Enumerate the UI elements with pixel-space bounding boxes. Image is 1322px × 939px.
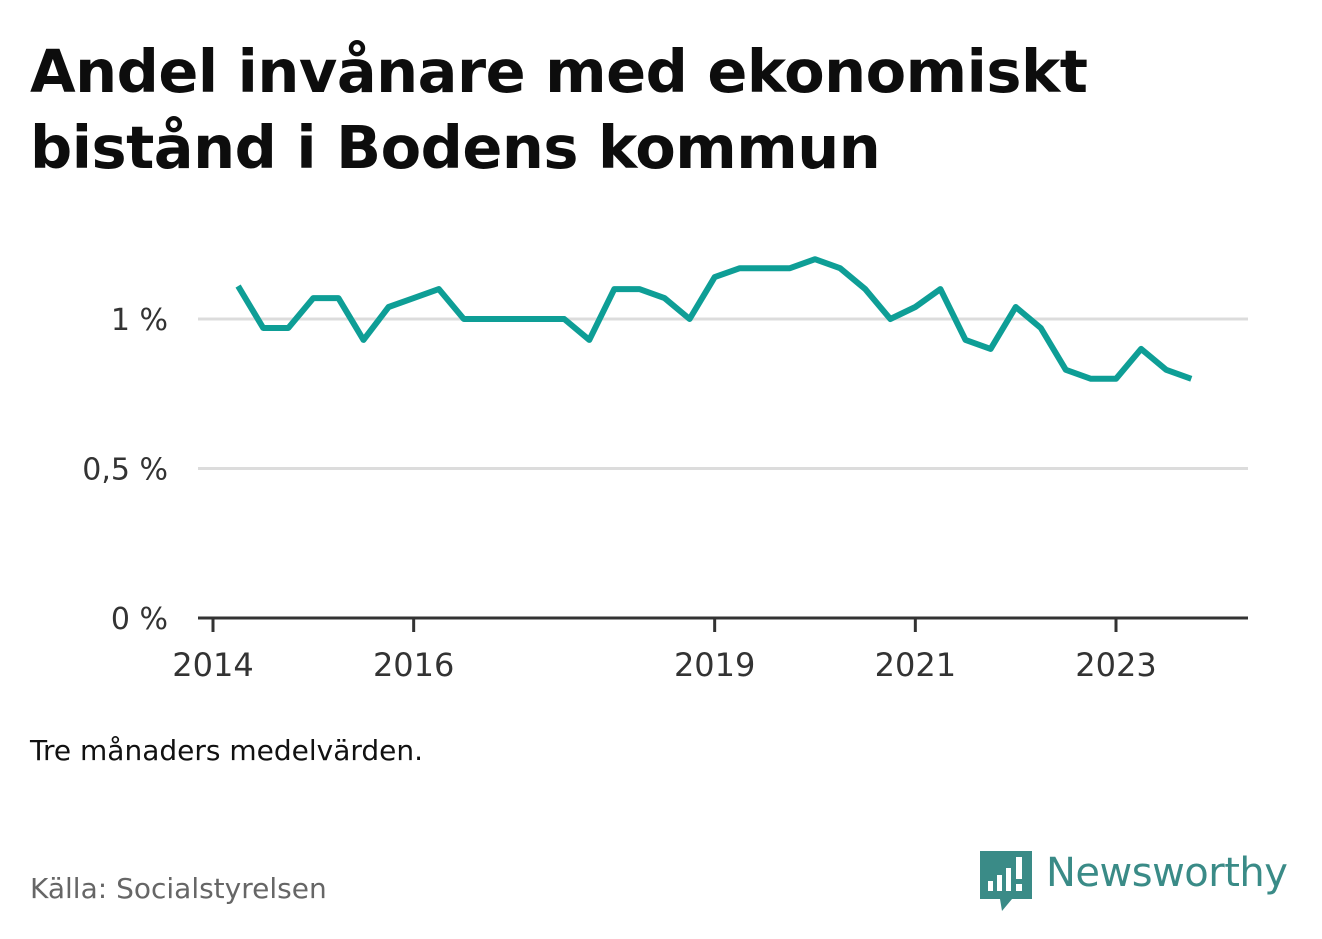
y-tick-label: 0,5 % bbox=[82, 453, 168, 488]
x-tick-label: 2023 bbox=[1075, 646, 1156, 684]
y-tick-label: 1 % bbox=[111, 303, 168, 338]
series bbox=[235, 256, 1193, 382]
y-axis-labels: 0 % 0,5 % 1 % bbox=[82, 303, 168, 637]
chart-title: Andel invånare med ekonomiskt bistånd i … bbox=[30, 37, 1088, 182]
y-tick-label: 0 % bbox=[111, 602, 168, 637]
x-tick-label: 2016 bbox=[373, 646, 454, 684]
x-axis-labels: 2014 2016 2019 2021 2023 bbox=[172, 618, 1157, 684]
x-tick-label: 2014 bbox=[172, 646, 253, 684]
source-label: Källa: Socialstyrelsen bbox=[30, 872, 327, 905]
brand-logo[interactable]: Newsworthy bbox=[980, 848, 1288, 913]
newsworthy-logo-icon bbox=[980, 851, 1032, 911]
chart-note: Tre månaders medelvärden. bbox=[30, 734, 424, 767]
x-tick-label: 2021 bbox=[875, 646, 956, 684]
brand-name: Newsworthy bbox=[1046, 850, 1288, 896]
x-tick-label: 2019 bbox=[674, 646, 755, 684]
gridlines bbox=[198, 317, 1248, 470]
